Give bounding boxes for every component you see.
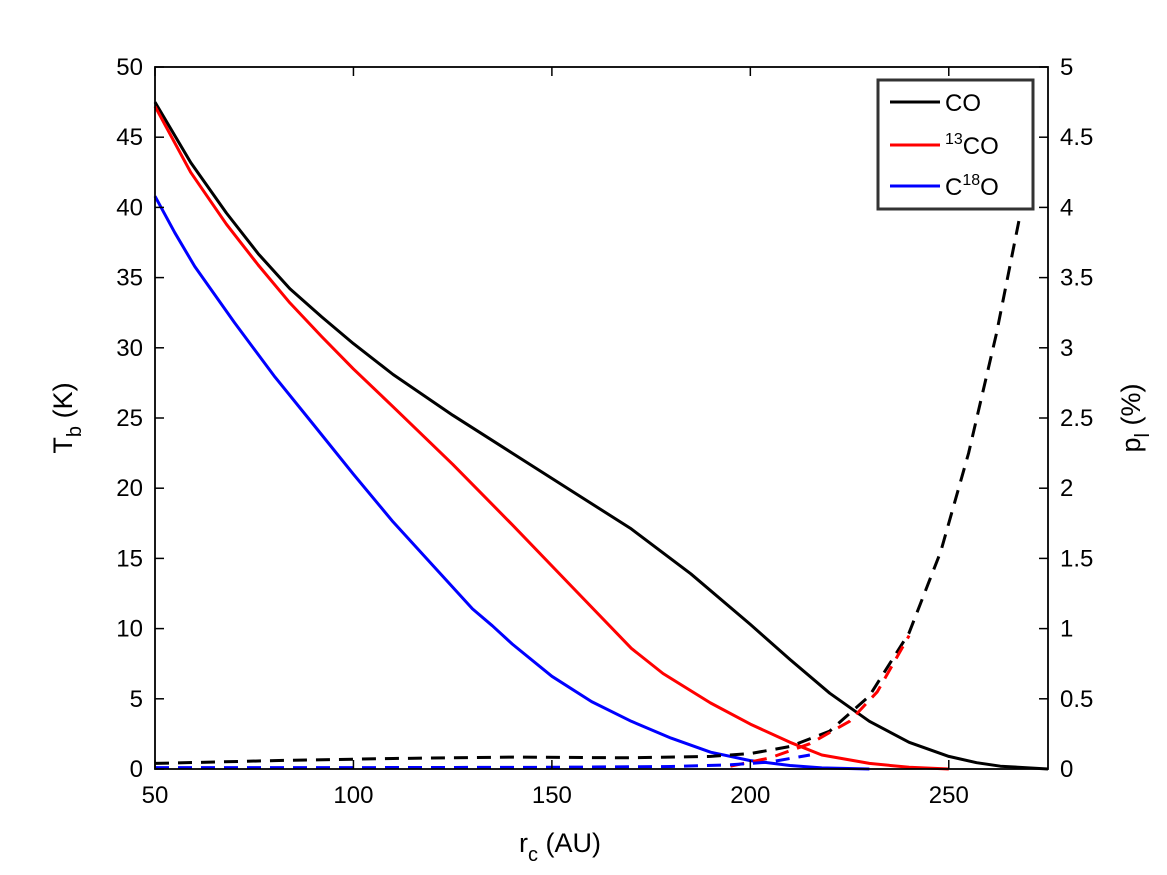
y-left-tick-label: 25 bbox=[116, 405, 143, 432]
legend-label-c18o: C18O bbox=[945, 172, 999, 201]
series-line-13co bbox=[153, 105, 949, 771]
y-right-tick-label: 4 bbox=[1060, 194, 1073, 221]
x-tick-label: 50 bbox=[142, 782, 169, 809]
series-line-co-p-l bbox=[154, 214, 1022, 765]
x-axis-label: rc (AU) bbox=[519, 828, 601, 866]
y-left-tick-label: 45 bbox=[116, 124, 143, 151]
y-left-tick-label: 30 bbox=[116, 335, 143, 362]
ticks-layer bbox=[154, 66, 1048, 770]
y-right-tick-label: 2.5 bbox=[1060, 405, 1093, 432]
legend: CO 13CO C18O bbox=[876, 78, 1035, 211]
x-tick-label: 100 bbox=[333, 782, 373, 809]
y-left-tick-label: 5 bbox=[130, 686, 143, 713]
x-tick-label: 200 bbox=[730, 782, 770, 809]
legend-label-13co: 13CO bbox=[945, 131, 999, 160]
series-line-co bbox=[153, 101, 1049, 771]
y-right-tick-label: 3 bbox=[1060, 335, 1073, 362]
y-right-tick-label: 1 bbox=[1060, 616, 1073, 643]
y-right-tick-label: 1.5 bbox=[1060, 545, 1093, 572]
tick-labels-layer: 50 100 150 200 2500510152025303540455000.511… bbox=[116, 54, 1093, 809]
y-left-tick-label: 10 bbox=[116, 616, 143, 643]
y-right-tick-label: 5 bbox=[1060, 54, 1073, 81]
y-left-tick-label: 0 bbox=[130, 756, 143, 783]
legend-label-co: CO bbox=[945, 90, 981, 117]
y-right-tick-label: 3.5 bbox=[1060, 265, 1093, 292]
x-tick-label: 250 bbox=[929, 782, 969, 809]
y-right-tick-label: 0.5 bbox=[1060, 686, 1093, 713]
y-left-tick-label: 35 bbox=[116, 265, 143, 292]
y-axis-label-right: pl (%) bbox=[1116, 384, 1154, 453]
x-tick-label: 150 bbox=[532, 782, 572, 809]
y-right-tick-label: 0 bbox=[1060, 756, 1073, 783]
y-right-tick-label: 4.5 bbox=[1060, 124, 1093, 151]
series-line-13co-p-l bbox=[730, 634, 911, 768]
y-left-tick-label: 15 bbox=[116, 545, 143, 572]
y-left-tick-label: 20 bbox=[116, 475, 143, 502]
series-line-c18o-p-l bbox=[155, 753, 811, 770]
y-axis-label-left: Tb (K) bbox=[48, 382, 86, 453]
y-left-tick-label: 40 bbox=[116, 194, 143, 221]
series-layer bbox=[153, 101, 1049, 771]
y-right-tick-label: 2 bbox=[1060, 475, 1073, 502]
y-left-tick-label: 50 bbox=[116, 54, 143, 81]
